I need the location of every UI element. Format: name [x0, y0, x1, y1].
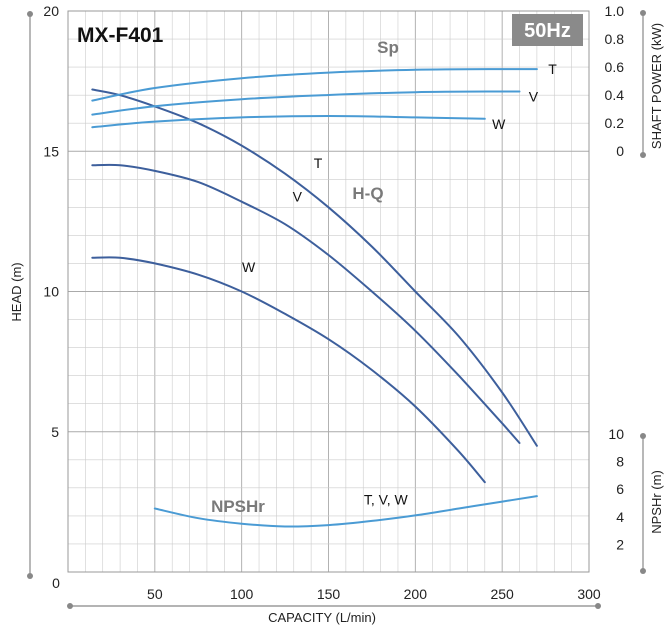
plot-frame	[67, 10, 590, 573]
x-tick-label: 250	[490, 586, 514, 602]
capacity-axis-line-end-dot	[595, 603, 601, 609]
npsh-axis-line-end-dot	[640, 568, 646, 574]
npsh-tick-label: 8	[616, 454, 624, 470]
power-curve-label-t: T	[548, 61, 557, 77]
x-tick-label: 300	[577, 586, 601, 602]
y-axis-title-npsh: NPSHr (m)	[649, 470, 664, 534]
power-curve-w	[91, 114, 486, 129]
power-group-label: Sp	[377, 38, 399, 57]
head-curve-v	[91, 163, 521, 444]
head-tick-label: 15	[43, 143, 59, 159]
head-curve-label-w: W	[242, 259, 256, 275]
power-axis-line-start-dot	[640, 10, 646, 16]
origin-tick-label: 0	[52, 575, 60, 591]
npsh-axis-line-start-dot	[640, 433, 646, 439]
y-axis-title-power: SHAFT POWER (kW)	[649, 23, 664, 149]
head-tick-label: 20	[43, 3, 59, 19]
head-curve-w	[91, 256, 486, 484]
power-curve-label-w: W	[492, 116, 506, 132]
frequency-badge: 50Hz	[524, 20, 571, 42]
head-axis-line-start-dot	[27, 11, 33, 17]
frequency-badge-bg	[512, 14, 583, 46]
npsh-tick-label: 6	[616, 481, 624, 497]
npsh-curve-label: T, V, W	[364, 491, 409, 507]
tick-labels: 50 100 150 200 250 3000510152000.20.40.60.81.…	[43, 3, 624, 602]
chart-title: MX-F401	[77, 24, 164, 47]
power-tick-label: 1.0	[605, 3, 625, 19]
npsh-tick-label: 10	[608, 426, 624, 442]
head-curve-label-v: V	[293, 189, 303, 205]
head-curve-t	[91, 88, 538, 447]
x-tick-label: 100	[230, 586, 254, 602]
head-tick-label: 5	[51, 424, 59, 440]
curves	[91, 68, 538, 528]
power-curve-label-v: V	[529, 89, 539, 105]
head-axis-line-end-dot	[27, 573, 33, 579]
head-curve-label-t: T	[314, 155, 323, 171]
power-tick-label: 0.6	[605, 59, 625, 75]
x-tick-label: 50	[147, 586, 163, 602]
power-tick-label: 0	[616, 143, 624, 159]
power-axis-line-end-dot	[640, 152, 646, 158]
head-group-label: H-Q	[352, 184, 383, 203]
power-tick-label: 0.4	[605, 87, 625, 103]
npsh-tick-label: 2	[616, 536, 624, 552]
x-axis-title: CAPACITY (L/min)	[268, 610, 376, 625]
x-tick-label: 200	[404, 586, 428, 602]
power-curve-t	[91, 68, 538, 102]
head-tick-label: 10	[43, 284, 59, 300]
power-curve-v	[91, 90, 521, 116]
grid	[67, 10, 590, 573]
y-axis-title-head: HEAD (m)	[9, 262, 24, 321]
npsh-group-label: NPSHr	[211, 497, 265, 516]
power-tick-label: 0.2	[605, 115, 625, 131]
capacity-axis-line-start-dot	[67, 603, 73, 609]
npsh-curve-tvw	[153, 495, 538, 528]
power-tick-label: 0.8	[605, 31, 625, 47]
npsh-tick-label: 4	[616, 509, 624, 525]
x-tick-label: 150	[317, 586, 341, 602]
axes	[27, 10, 646, 609]
